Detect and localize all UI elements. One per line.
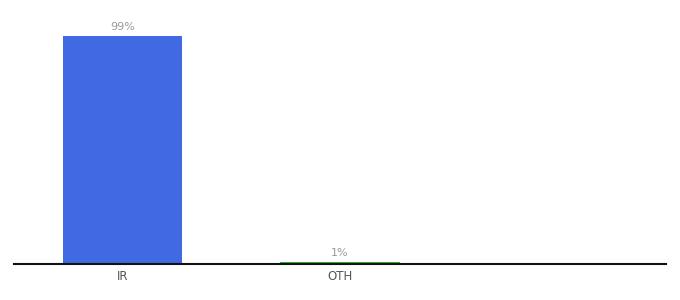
Text: 99%: 99% [110, 22, 135, 32]
Bar [63, 36, 182, 264]
Bar [280, 262, 400, 264]
Text: 1%: 1% [331, 248, 349, 258]
